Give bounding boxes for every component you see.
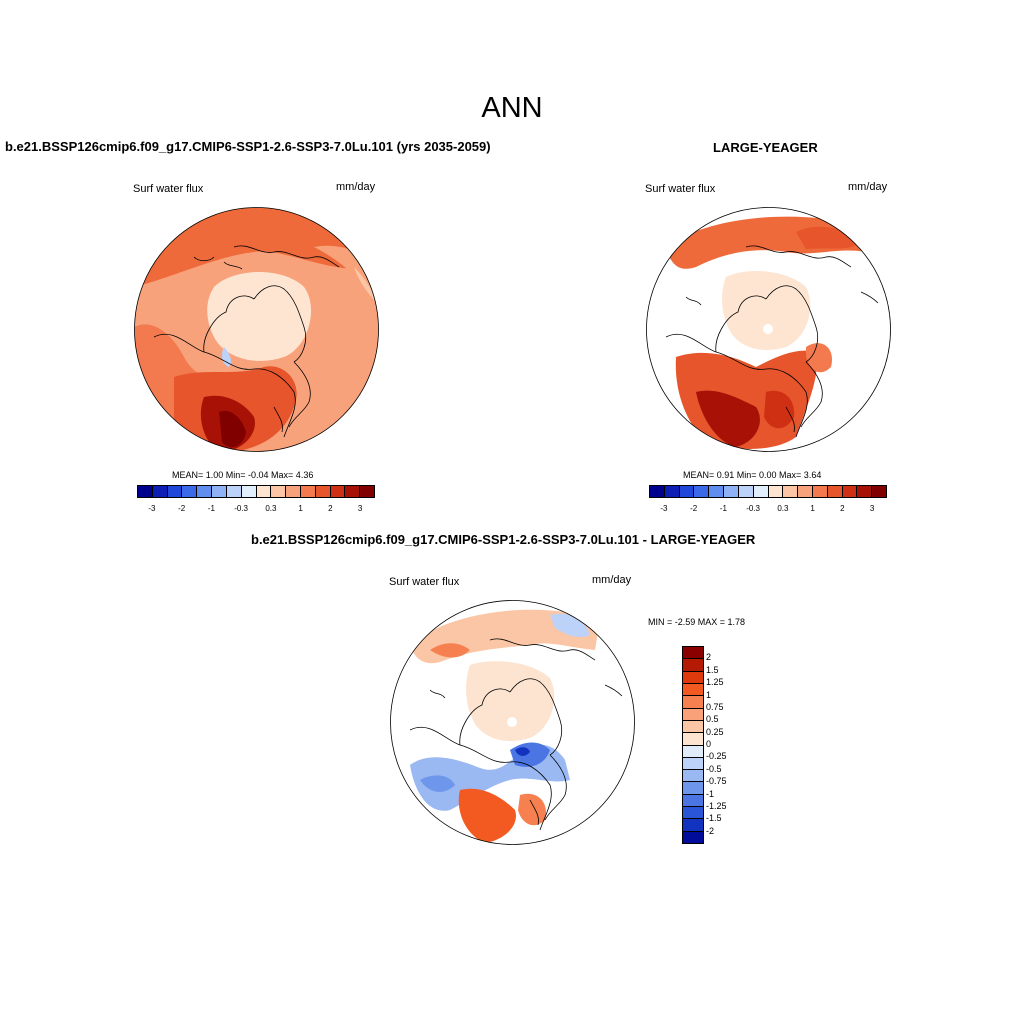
colorbar-swatch xyxy=(330,486,346,497)
colorbar-tick-label: 3 xyxy=(357,504,363,513)
colorbar-tick-label: 2 xyxy=(706,652,712,663)
colorbar-tick-label: -3 xyxy=(660,504,668,513)
colorbar-tick-label: -1 xyxy=(719,504,727,513)
colorbar-swatch xyxy=(300,486,316,497)
colorbar-tick-label: 0.3 xyxy=(265,504,277,513)
colorbar-swatch xyxy=(683,733,703,746)
colorbar-tick-label: 0 xyxy=(706,739,712,749)
right-units-label: mm/day xyxy=(848,181,888,193)
colorbar-tick-label: 0.75 xyxy=(706,701,724,712)
colorbar-swatch xyxy=(683,757,703,771)
colorbar-tick-label: -1 xyxy=(706,788,715,799)
colorbar-swatch xyxy=(683,807,703,820)
colorbar-swatch xyxy=(167,486,183,497)
colorbar-tick-label: 1.5 xyxy=(706,664,719,675)
colorbar-swatch xyxy=(315,486,331,497)
colorbar-swatch xyxy=(683,671,703,684)
colorbar-tick-label: -0.75 xyxy=(706,776,727,787)
colorbar-swatch xyxy=(683,745,703,758)
colorbar-swatch xyxy=(872,486,886,497)
colorbar-swatch xyxy=(812,486,828,497)
colorbar-swatch xyxy=(683,770,703,783)
colorbar-tick-label: 1 xyxy=(706,689,712,700)
colorbar-swatch xyxy=(683,696,703,709)
colorbar-swatch xyxy=(271,486,287,497)
colorbar-swatch xyxy=(683,831,703,843)
colorbar-swatch xyxy=(683,720,703,734)
colorbar-tick-label: -1.5 xyxy=(706,813,722,824)
diff-stats: MIN = -2.59 MAX = 1.78 xyxy=(648,617,746,627)
colorbar-tick-label: -3 xyxy=(148,504,156,513)
colorbar-swatch xyxy=(857,486,873,497)
colorbar-swatch xyxy=(226,486,242,497)
colorbar-swatch xyxy=(724,486,739,497)
figure-title: ANN xyxy=(481,92,543,124)
colorbar-swatch xyxy=(694,486,710,497)
colorbar-swatch xyxy=(138,486,153,497)
colorbar-swatch xyxy=(152,486,168,497)
colorbar-tick-label: 2 xyxy=(840,504,845,513)
colorbar-swatch xyxy=(683,708,703,721)
colorbar-tick-label: -2 xyxy=(178,504,186,513)
right-colorbar xyxy=(649,485,887,498)
colorbar-swatch xyxy=(768,486,784,497)
colorbar-swatch xyxy=(345,486,361,497)
colorbar-swatch xyxy=(683,782,703,795)
colorbar-swatch xyxy=(683,819,703,832)
diff-colorbar xyxy=(682,646,704,844)
colorbar-swatch xyxy=(798,486,813,497)
colorbar-swatch xyxy=(241,486,257,497)
colorbar-tick-label: 1 xyxy=(298,504,303,513)
colorbar-swatch xyxy=(683,794,703,808)
right-variable-label: Surf water flux xyxy=(645,183,716,195)
colorbar-swatch xyxy=(650,486,665,497)
colorbar-swatch xyxy=(683,683,703,697)
colorbar-swatch xyxy=(212,486,227,497)
colorbar-tick-label: -0.3 xyxy=(746,504,761,513)
colorbar-tick-label: 1.25 xyxy=(706,677,724,688)
left-variable-label: Surf water flux xyxy=(133,183,204,195)
colorbar-swatch xyxy=(738,486,754,497)
left-stats: MEAN= 1.00 Min= -0.04 Max= 4.36 xyxy=(172,470,314,480)
colorbar-tick-label: -0.3 xyxy=(234,504,249,513)
colorbar-tick-label: 3 xyxy=(869,504,875,513)
colorbar-swatch xyxy=(683,647,703,660)
colorbar-tick-label: 0.5 xyxy=(706,714,719,725)
colorbar-tick-label: 0.25 xyxy=(706,726,724,737)
right-polar-map xyxy=(646,207,891,452)
colorbar-swatch xyxy=(753,486,769,497)
colorbar-swatch xyxy=(286,486,301,497)
left-colorbar xyxy=(137,485,375,498)
colorbar-swatch xyxy=(827,486,843,497)
colorbar-swatch xyxy=(664,486,680,497)
colorbar-tick-label: -1.25 xyxy=(706,800,727,811)
colorbar-swatch xyxy=(679,486,695,497)
colorbar-swatch xyxy=(842,486,858,497)
colorbar-tick-label: -0.5 xyxy=(706,763,722,774)
colorbar-swatch xyxy=(360,486,374,497)
diff-polar-map xyxy=(390,600,635,845)
colorbar-swatch xyxy=(256,486,272,497)
colorbar-tick-label: -0.25 xyxy=(706,751,727,762)
colorbar-tick-label: -1 xyxy=(207,504,215,513)
left-units-label: mm/day xyxy=(336,181,376,193)
right-stats: MEAN= 0.91 Min= 0.00 Max= 3.64 xyxy=(683,470,822,480)
colorbar-swatch xyxy=(197,486,213,497)
left-panel-title: b.e21.BSSP126cmip6.f09_g17.CMIP6-SSP1-2.… xyxy=(5,139,491,154)
diff-panel-title: b.e21.BSSP126cmip6.f09_g17.CMIP6-SSP1-2.… xyxy=(251,532,756,547)
colorbar-swatch xyxy=(182,486,198,497)
colorbar-swatch xyxy=(783,486,799,497)
right-panel-title: LARGE-YEAGER xyxy=(713,140,818,155)
left-polar-map xyxy=(134,207,379,452)
colorbar-tick-label: 0.3 xyxy=(777,504,789,513)
colorbar-swatch xyxy=(683,659,703,672)
colorbar-tick-label: -2 xyxy=(690,504,698,513)
colorbar-tick-label: -2 xyxy=(706,825,715,836)
colorbar-swatch xyxy=(709,486,725,497)
colorbar-tick-label: 1 xyxy=(810,504,815,513)
colorbar-tick-label: 2 xyxy=(328,504,333,513)
diff-variable-label: Surf water flux xyxy=(389,576,460,588)
diff-units-label: mm/day xyxy=(592,574,632,586)
